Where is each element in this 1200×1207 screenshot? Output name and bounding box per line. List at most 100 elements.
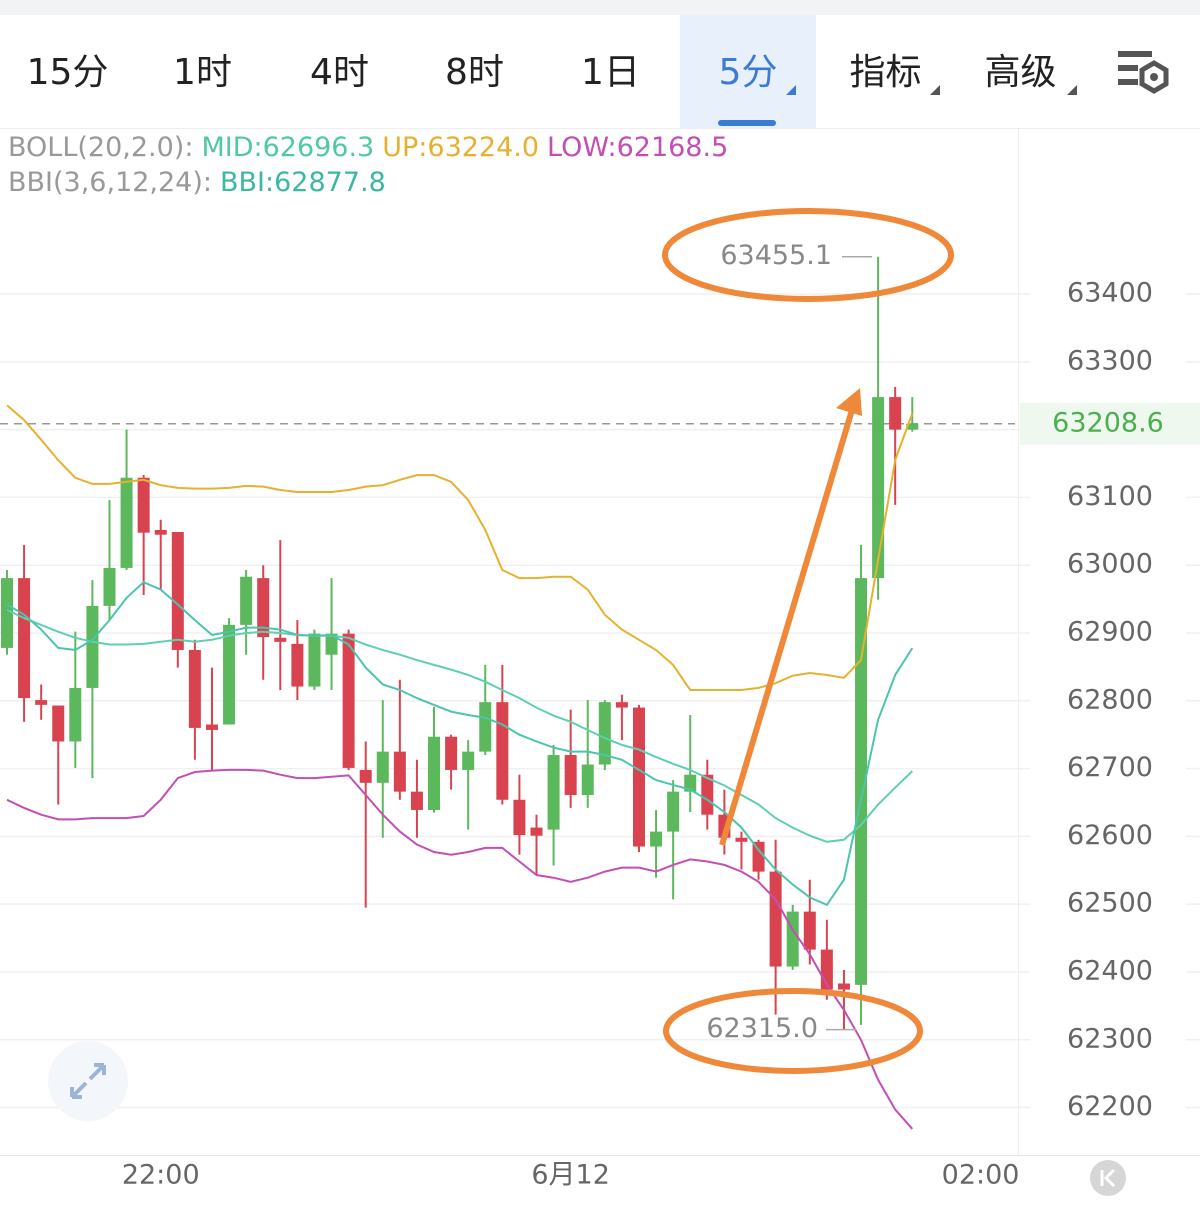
- candle-body: [496, 702, 509, 800]
- candle-body: [701, 774, 714, 815]
- y-tick-label: 62800: [1067, 684, 1153, 715]
- indicator-legend: BOLL(20,2.0): MID:62696.3 UP:63224.0 LOW:62…: [8, 132, 728, 163]
- indicator-legend: BBI(3,6,12,24): BBI:62877.8: [8, 167, 386, 198]
- y-tick-label: 62600: [1067, 820, 1153, 851]
- expand-icon: [70, 1063, 106, 1099]
- arrow-head: [836, 388, 862, 416]
- indicator-value: LOW:62168.5: [547, 132, 728, 163]
- candle-body: [342, 633, 355, 768]
- candle-body: [325, 633, 338, 655]
- indicator-line: [6, 581, 914, 907]
- highlight-ellipse: [662, 208, 954, 302]
- candle-body: [667, 791, 680, 832]
- candle-body: [906, 423, 919, 430]
- candle-body: [291, 643, 304, 687]
- extreme-label: 63455.1: [720, 240, 832, 271]
- tab[interactable]: 指标: [849, 52, 922, 93]
- candle-body: [69, 687, 82, 742]
- indicator-line: [6, 609, 913, 843]
- candle-body: [615, 702, 628, 708]
- tab-active[interactable]: 5分: [680, 15, 816, 128]
- candle-body: [769, 871, 782, 967]
- candle-body: [462, 751, 475, 770]
- candle-body: [803, 911, 816, 950]
- candle-body: [786, 911, 799, 967]
- indicator-line: [6, 404, 914, 691]
- candle-body: [240, 576, 253, 625]
- candle-body: [684, 774, 697, 792]
- y-tick-label: 63000: [1067, 549, 1153, 580]
- candle-body: [393, 751, 406, 792]
- scroll-end-icon: [1100, 1168, 1116, 1188]
- x-tick-label: 6月12: [531, 1160, 610, 1191]
- y-tick-label: 62900: [1067, 617, 1153, 648]
- tab[interactable]: 1时: [173, 52, 232, 93]
- dropdown-arrow: [930, 85, 940, 95]
- axis-separator: [1018, 128, 1019, 1155]
- expand-button[interactable]: [48, 1041, 128, 1121]
- candle-body: [171, 532, 184, 650]
- arrow-shaft: [719, 409, 855, 846]
- candle-body: [650, 831, 663, 847]
- candle-body: [889, 397, 902, 430]
- candle-body: [205, 724, 218, 730]
- candle-body: [308, 633, 321, 687]
- status-strip: [0, 0, 1200, 15]
- highlight-ellipse: [663, 988, 923, 1074]
- candle-body: [530, 827, 543, 836]
- y-tick-label: 63100: [1067, 481, 1153, 512]
- candle-body: [837, 983, 850, 990]
- y-tick-label: 63300: [1067, 345, 1153, 376]
- y-tick-label: 63400: [1067, 278, 1153, 309]
- dropdown-arrow: [786, 85, 796, 95]
- y-tick-label: 62200: [1067, 1091, 1153, 1122]
- candle-body: [359, 769, 372, 783]
- candle-body: [872, 397, 885, 579]
- candle-body: [137, 477, 150, 533]
- candle-body: [598, 702, 611, 765]
- settings-icon[interactable]: [1112, 45, 1172, 101]
- indicator-name: BBI(3,6,12,24):: [8, 167, 212, 198]
- indicator-name: BOLL(20,2.0):: [8, 132, 193, 163]
- candle-body: [52, 705, 65, 742]
- candle-body: [188, 649, 201, 728]
- candle-body: [428, 736, 441, 810]
- indicator-value: UP:63224.0: [382, 132, 539, 163]
- indicator-line: [6, 768, 914, 1130]
- dropdown-arrow: [1067, 85, 1077, 95]
- candle-body: [103, 567, 116, 606]
- candle-body: [564, 755, 577, 796]
- tab-bar: 15分 1时 4时 8时 1日 5分 指标 高级: [0, 15, 1200, 129]
- candle-body: [154, 529, 167, 535]
- tab[interactable]: 8时: [445, 52, 504, 93]
- candle-body: [445, 736, 458, 770]
- y-tick-label: 62500: [1067, 888, 1153, 919]
- tab[interactable]: 4时: [310, 52, 369, 93]
- candle-body: [120, 477, 133, 568]
- y-tick-label: 62300: [1067, 1023, 1153, 1054]
- candle-body: [274, 637, 287, 642]
- candle-body: [86, 605, 99, 688]
- tab[interactable]: 高级: [984, 52, 1057, 93]
- candle-body: [581, 764, 594, 796]
- candle-body: [1, 578, 14, 648]
- candle-body: [18, 578, 31, 699]
- candle-body: [855, 578, 868, 985]
- extreme-label: 62315.0: [706, 1013, 818, 1044]
- indicator-value: BBI:62877.8: [220, 167, 386, 198]
- tab-underline: [718, 120, 776, 126]
- indicator-value: MID:62696.3: [201, 132, 374, 163]
- last-price-label: 63208.6: [1052, 407, 1164, 438]
- candle-body: [547, 755, 560, 830]
- candle-body: [376, 751, 389, 783]
- x-axis-line: [0, 1155, 1200, 1156]
- candle-body: [479, 702, 492, 752]
- tab[interactable]: 1日: [581, 52, 640, 93]
- candle-body: [223, 624, 236, 725]
- tab[interactable]: 15分: [26, 52, 109, 93]
- y-tick-label: 62400: [1067, 955, 1153, 986]
- candle-body: [735, 837, 748, 842]
- last-price-tag: [1020, 402, 1200, 445]
